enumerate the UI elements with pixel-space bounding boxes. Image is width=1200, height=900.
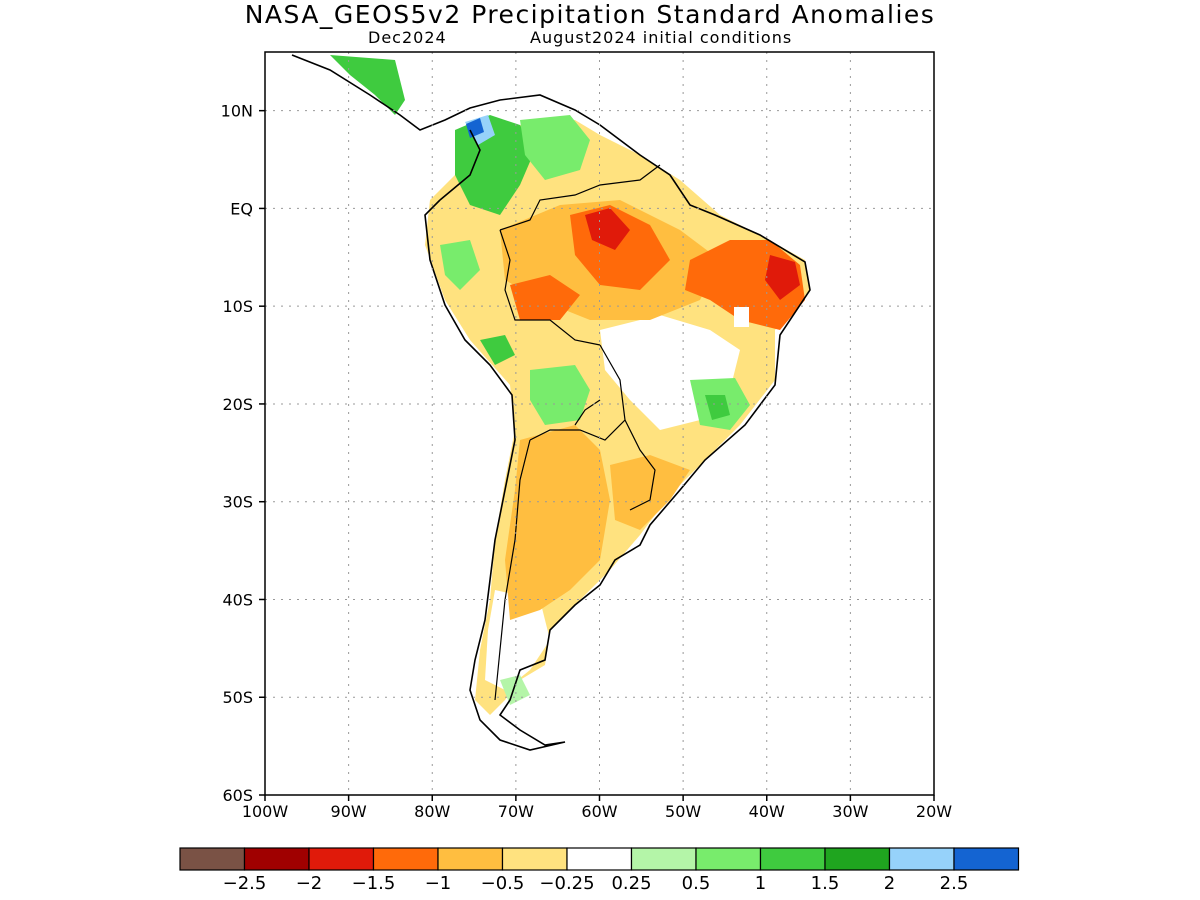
very-wet-colombia [466, 118, 484, 138]
colorbar-swatch [759, 847, 826, 871]
lon-label: 80W [414, 802, 450, 821]
colorbar-swatch [179, 847, 246, 871]
colorbar-swatch [437, 847, 504, 871]
colorbar-label: 0.5 [682, 873, 711, 894]
initial-conditions: August2024 initial conditions [530, 28, 793, 47]
nodata-cell [734, 307, 749, 327]
very-dry-peru-border [510, 275, 580, 320]
lon-label: 90W [331, 802, 367, 821]
lat-label: 20S [222, 395, 253, 414]
wet-bolivia [530, 365, 590, 425]
colorbar-swatch [824, 847, 891, 871]
colorbar-label: −2 [296, 873, 323, 894]
lat-label: EQ [230, 199, 253, 218]
colorbar-label: 2 [884, 873, 895, 894]
colorbar-label: 0.25 [611, 873, 651, 894]
colorbar-swatch [372, 847, 439, 871]
colorbar-swatch [566, 847, 633, 871]
lat-label: 30S [222, 493, 253, 512]
colorbar-label: −1 [425, 873, 452, 894]
colorbar-label: 1.5 [811, 873, 840, 894]
colorbar-swatch [695, 847, 762, 871]
lat-label: 50S [222, 688, 253, 707]
forecast-month: Dec2024 [368, 28, 447, 47]
colorbar-swatch [630, 847, 697, 871]
lon-label: 70W [498, 802, 534, 821]
extreme-dry-amazon [585, 208, 630, 250]
colorbar-label: 1 [755, 873, 766, 894]
anomaly-fields [330, 55, 810, 715]
colorbar-label: −0.5 [481, 873, 525, 894]
colorbar-swatch [501, 847, 568, 871]
dry-southern-brazil [610, 455, 690, 530]
lon-label: 30W [832, 802, 868, 821]
colorbar-swatch [953, 847, 1020, 871]
wet-peru-coast [480, 335, 515, 365]
colorbar-swatch [308, 847, 375, 871]
colorbar-swatch [888, 847, 955, 871]
wet-minas-gerais [705, 395, 730, 420]
wet-ecuador [440, 240, 480, 290]
colorbar-label: −0.25 [539, 873, 594, 894]
neutral-region-south [485, 590, 550, 690]
colorbar-label: −2.5 [223, 873, 267, 894]
colorbar: −2.5 −2 −1.5 −1 −0.5 −0.25 0.25 0.5 1 1.5 2 2.5 [179, 847, 1020, 894]
colorbar-swatch [243, 847, 310, 871]
map-title: NASA_GEOS5v2 Precipitation Standard Anom… [244, 0, 936, 29]
dry-argentina [505, 425, 610, 620]
lon-label: 20W [916, 802, 952, 821]
colorbar-label: 2.5 [940, 873, 969, 894]
country-borders [494, 164, 661, 701]
lat-label: 60S [222, 786, 253, 805]
extreme-dry-ne-brazil [765, 255, 800, 300]
lon-label: 100W [242, 802, 289, 821]
lat-label: 10N [221, 102, 253, 121]
lat-label: 10S [222, 297, 253, 316]
axis-ticks: 100W 90W 80W 70W 60W 50W 40W 30W 20W 10N EQ 10S 20S 3… [221, 102, 953, 821]
lon-label: 50W [665, 802, 701, 821]
lat-label: 40S [222, 590, 253, 609]
coastlines [291, 54, 811, 751]
wet-venezuela [520, 115, 590, 180]
lon-label: 40W [749, 802, 785, 821]
lon-label: 60W [581, 802, 617, 821]
colorbar-label: −1.5 [352, 873, 396, 894]
